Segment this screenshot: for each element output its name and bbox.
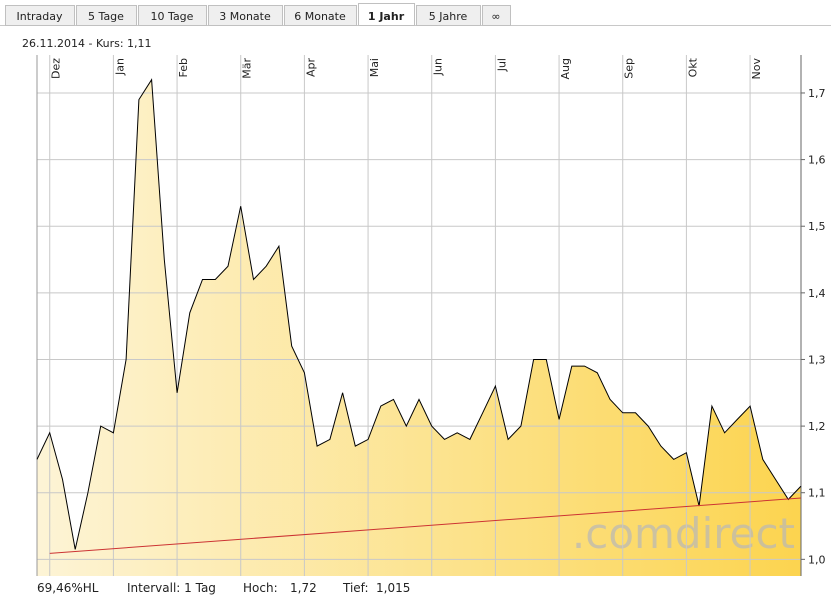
quote-header: 26.11.2014 - Kurs: 1,11	[22, 37, 152, 50]
tab[interactable]: ∞	[482, 5, 511, 26]
tab-box	[482, 5, 511, 26]
month-label: Nov	[750, 58, 763, 80]
tab[interactable]: 5 Tage	[76, 5, 137, 26]
tab-box	[416, 5, 481, 26]
month-label: Jun	[432, 58, 445, 76]
tab[interactable]: 1 Jahr	[358, 3, 415, 26]
y-tick-label: 1,7	[808, 87, 826, 100]
trend-line	[49, 497, 802, 554]
y-tick-label: 1,3	[808, 353, 826, 366]
month-label: Sep	[623, 58, 636, 79]
month-label: Okt	[686, 57, 699, 77]
tab-box	[5, 5, 75, 26]
tab-label: 5 Tage	[88, 10, 124, 23]
footer-low-label: Tief:	[342, 581, 369, 595]
tab-box	[138, 5, 207, 26]
month-label: Mai	[368, 58, 381, 77]
month-label: Aug	[559, 58, 572, 79]
month-label: Mär	[241, 58, 254, 79]
tab-label: 1 Jahr	[368, 10, 405, 23]
tab[interactable]: 6 Monate	[284, 5, 357, 26]
tab-label: ∞	[491, 10, 500, 23]
month-label: Apr	[304, 58, 317, 78]
month-label: Dez	[50, 58, 63, 79]
tab[interactable]: Intraday	[5, 5, 75, 26]
month-label: Jan	[113, 58, 126, 76]
tab-box	[358, 3, 415, 26]
tab-label: 5 Jahre	[429, 10, 468, 23]
y-tick-label: 1,0	[808, 553, 826, 566]
y-tick-label: 1,4	[808, 287, 826, 300]
y-tick-label: 1,6	[808, 154, 826, 167]
month-label: Feb	[177, 58, 190, 77]
footer-high-label: Hoch:	[243, 581, 278, 595]
plot: .comdirect Dez Jan Feb Mär Apr Mai Jun Jul Aug Sep…	[36, 55, 826, 576]
footer-range: 69,46%HL	[37, 581, 99, 595]
tab-bar: Intraday 5 Tage 10 Tage 3 Monate 6 Monate 1 J…	[5, 3, 511, 26]
footer-high: 1,72	[290, 581, 317, 595]
y-tick-label: 1,2	[808, 420, 826, 433]
y-tick-label: 1,5	[808, 220, 826, 233]
tab-label: 3 Monate	[219, 10, 271, 23]
tab-box	[284, 5, 357, 26]
footer-low: 1,015	[376, 581, 410, 595]
price-line	[36, 78, 802, 550]
tab[interactable]: 3 Monate	[208, 5, 283, 26]
footer-interval: Intervall: 1 Tag	[127, 581, 216, 595]
tab[interactable]: 10 Tage	[138, 5, 207, 26]
price-area	[37, 79, 801, 576]
watermark: .comdirect	[572, 509, 795, 558]
tab-label: 6 Monate	[294, 10, 346, 23]
y-tick-label: 1,1	[808, 487, 826, 500]
tab-box	[208, 5, 283, 26]
tab-label: 10 Tage	[151, 10, 194, 23]
tab-box	[76, 5, 137, 26]
tab[interactable]: 5 Jahre	[416, 5, 481, 26]
month-label: Jul	[495, 58, 508, 72]
tab-label: Intraday	[16, 10, 63, 23]
